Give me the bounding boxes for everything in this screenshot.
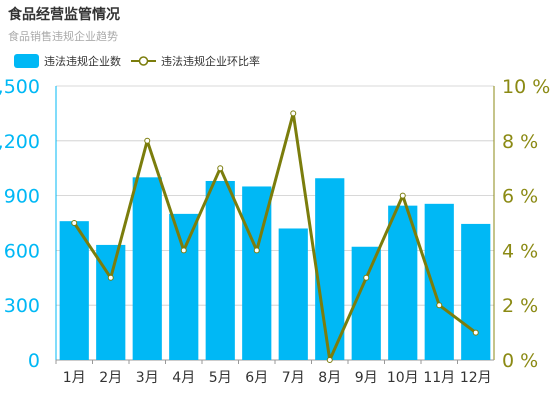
y-left-tick-label: 600 xyxy=(4,240,40,262)
x-tick-label: 7月 xyxy=(282,370,305,386)
line-point xyxy=(290,110,297,117)
legend-swatch-line xyxy=(131,56,156,66)
x-tick-label: 4月 xyxy=(172,370,195,386)
bar xyxy=(205,180,235,360)
line-point xyxy=(399,192,406,199)
legend-label-line-series: 违法违规企业环比率 xyxy=(161,55,260,68)
x-tick-label: 1月 xyxy=(63,370,86,386)
x-tick-label: 10月 xyxy=(387,370,419,386)
line-point xyxy=(217,165,224,172)
y-left-tick-label: 900 xyxy=(4,186,40,208)
x-tick-label: 12月 xyxy=(460,370,492,386)
line-point xyxy=(436,302,443,309)
chart-subtitle: 食品销售违规企业趋势 xyxy=(8,30,118,43)
y-left-tick-label: 1,200 xyxy=(0,131,40,153)
y-right-tick-label: 2 % xyxy=(502,295,538,317)
x-tick-label: 8月 xyxy=(318,370,341,386)
y-right-tick-label: 6 % xyxy=(502,186,538,208)
bar xyxy=(132,177,162,360)
line-point xyxy=(472,329,479,336)
x-tick-label: 5月 xyxy=(209,370,232,386)
x-tick-label: 9月 xyxy=(355,370,378,386)
y-right-tick-label: 4 % xyxy=(502,240,538,262)
line-point xyxy=(107,274,114,281)
bar xyxy=(388,205,418,360)
x-tick-label: 3月 xyxy=(136,370,159,386)
bar xyxy=(169,213,199,360)
legend-swatch-bar xyxy=(14,54,39,68)
bar xyxy=(424,203,454,360)
y-left-tick-label: 300 xyxy=(4,295,40,317)
y-right-tick-label: 10 % xyxy=(502,76,550,98)
line-point xyxy=(326,357,333,363)
x-tick-label: 6月 xyxy=(245,370,268,386)
line-point xyxy=(71,220,78,226)
y-left-tick-label: 1,500 xyxy=(0,76,40,98)
legend-label-bar-series: 违法违规企业数 xyxy=(44,55,121,68)
chart-title: 食品经营监管情况 xyxy=(8,7,120,23)
y-right-tick-label: 8 % xyxy=(502,131,538,153)
line-point xyxy=(180,247,187,254)
bar xyxy=(278,228,308,360)
line-point xyxy=(253,247,260,254)
legend-item-line-series[interactable]: 违法违规企业环比率 xyxy=(131,53,260,69)
line-series xyxy=(73,111,477,362)
legend: 违法违规企业数 违法违规企业环比率 xyxy=(14,53,270,69)
line-point xyxy=(144,137,151,144)
line-point xyxy=(363,274,370,281)
x-tick-label: 11月 xyxy=(423,370,455,386)
legend-item-bar-series[interactable]: 违法违规企业数 xyxy=(14,53,121,69)
bar xyxy=(461,223,491,360)
y-right-tick-label: 0 % xyxy=(502,350,538,372)
y-left-tick-label: 0 xyxy=(28,350,40,372)
x-tick-label: 2月 xyxy=(99,370,122,386)
bar xyxy=(315,178,345,360)
bar xyxy=(59,221,89,360)
